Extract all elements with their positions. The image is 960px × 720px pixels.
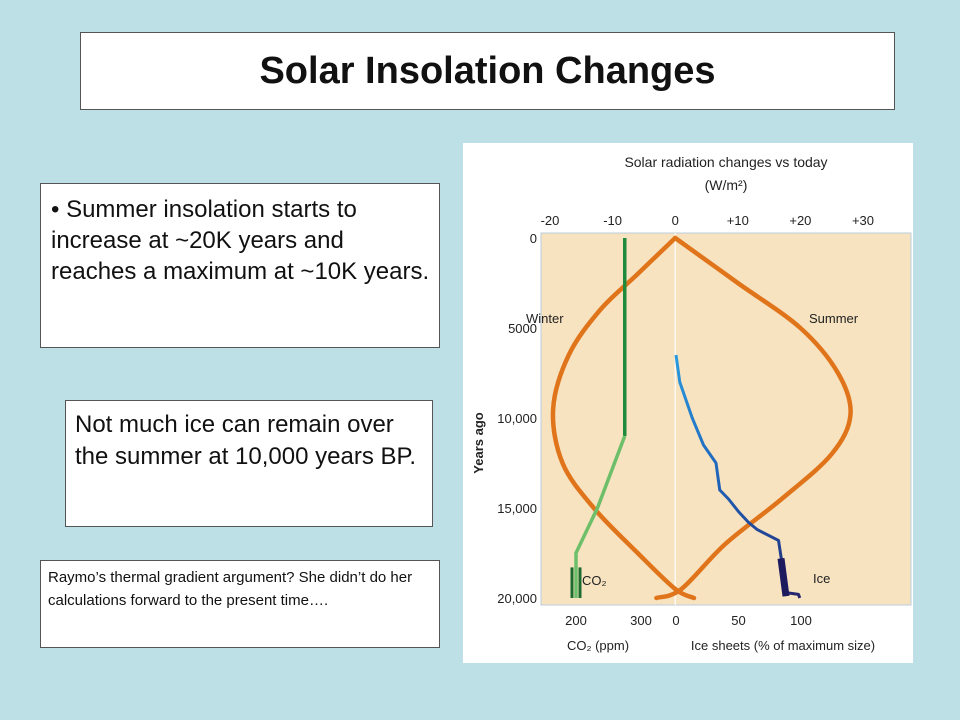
top-axis-ticks: -20 -10 0 +10 +20 +30 <box>541 213 874 228</box>
ice-axis-label: Ice sheets (% of maximum size) <box>691 638 875 653</box>
chart-units: (W/m²) <box>705 177 748 193</box>
series-line-winter <box>550 235 697 601</box>
bullet-textbox: • Summer insolation starts to increase a… <box>40 183 440 348</box>
series-label-co2: CO₂ <box>582 573 607 588</box>
top-tick-label: -10 <box>603 213 622 228</box>
co2-tick-label: 200 <box>565 613 587 628</box>
bullet-text: • Summer insolation starts to increase a… <box>51 196 430 285</box>
y-tick-label: 20,000 <box>497 591 537 606</box>
ice-tick-label: 100 <box>790 613 812 628</box>
top-tick-label: +30 <box>852 213 874 228</box>
series-lines <box>550 235 853 601</box>
y-tick-label: 10,000 <box>497 411 537 426</box>
note-text: Not much ice can remain over the summer … <box>75 411 417 470</box>
top-tick-label: 0 <box>672 213 679 228</box>
y-tick-label: 0 <box>530 231 537 246</box>
y-tick-label: 15,000 <box>497 501 537 516</box>
top-tick-label: +20 <box>789 213 811 228</box>
series-line-summer <box>654 235 853 601</box>
chart-title: Solar radiation changes vs today <box>624 154 827 170</box>
plot-area <box>540 232 912 606</box>
series-label-ice: Ice <box>813 571 830 586</box>
title-box: Solar Insolation Changes <box>80 32 895 110</box>
y-tick-label: 5000 <box>508 321 537 336</box>
series-line-co2-lower <box>574 435 627 598</box>
top-tick-label: -20 <box>541 213 560 228</box>
bottom-axis-ticks: 200 300 0 50 100 <box>565 613 812 628</box>
y-axis-label: Years ago <box>471 412 486 473</box>
ice-tick-label: 50 <box>731 613 745 628</box>
slide-title: Solar Insolation Changes <box>259 49 716 92</box>
ice-band-mark <box>777 557 790 597</box>
series-label-winter: Winter <box>526 311 564 326</box>
insolation-chart: Solar radiation changes vs today (W/m²) … <box>463 143 913 663</box>
co2-axis-label: CO₂ (ppm) <box>567 638 629 653</box>
co2-tick-label: 300 <box>630 613 652 628</box>
question-textbox: Raymo’s thermal gradient argument? She d… <box>40 560 440 648</box>
note-textbox: Not much ice can remain over the summer … <box>65 400 433 527</box>
series-label-summer: Summer <box>809 311 859 326</box>
ice-tick-label: 0 <box>672 613 679 628</box>
y-ticks: 0 5000 10,000 15,000 20,000 <box>497 231 537 606</box>
top-tick-label: +10 <box>727 213 749 228</box>
question-text: Raymo’s thermal gradient argument? She d… <box>48 569 413 609</box>
